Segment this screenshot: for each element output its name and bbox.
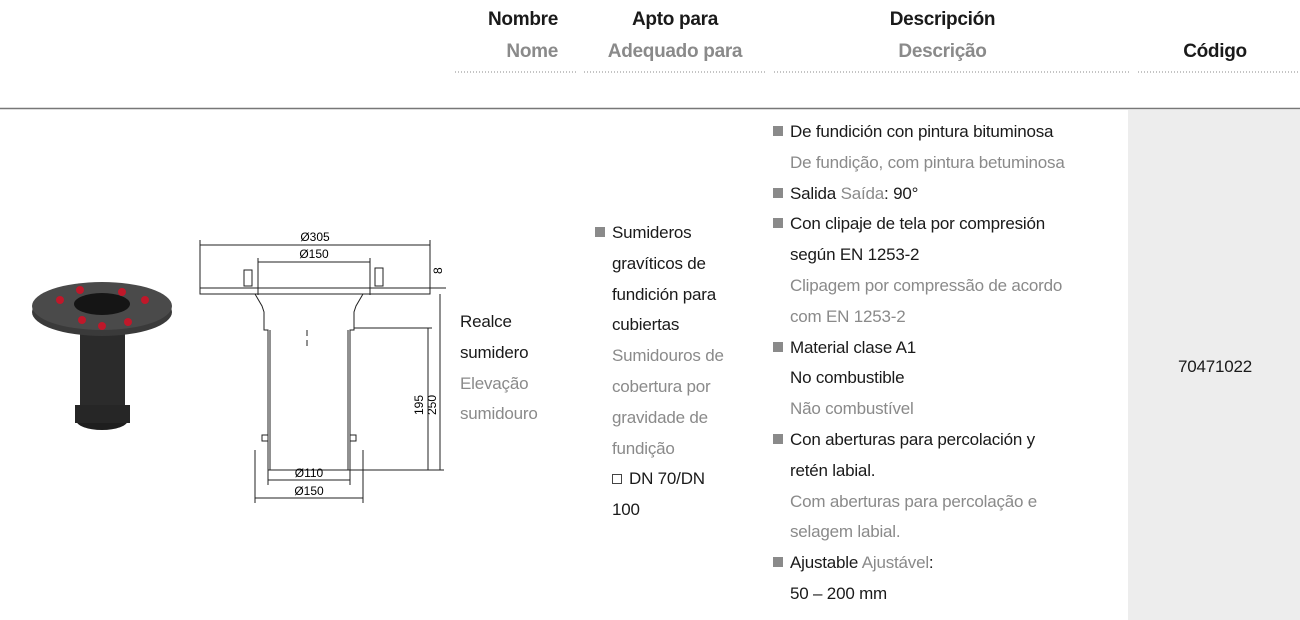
text: : — [928, 553, 934, 573]
text: Ajustável — [861, 553, 929, 573]
dimension-label: Ø150 — [299, 247, 329, 261]
text: No combustible — [790, 368, 905, 388]
text-line: Elevação — [460, 369, 538, 400]
header-pt: Adequado para — [607, 41, 743, 62]
descripcion-cell: De fundición con pintura bituminosa De fu… — [773, 117, 1065, 610]
text: Con aberturas para percolación y — [790, 429, 1035, 449]
text: De fundición con pintura bituminosa — [790, 122, 1054, 141]
text: Clipagem por compressão de acordo — [790, 275, 1063, 295]
text: 50 – 200 mm — [790, 583, 888, 603]
text: Com aberturas para percolação e — [790, 491, 1038, 511]
text-line: cobertura por — [595, 372, 724, 403]
text-line: 100 — [595, 495, 724, 526]
text: 100 — [612, 500, 640, 520]
text-line: com EN 1253-2 — [773, 302, 1065, 333]
text-line: Material clase A1 — [773, 333, 1065, 364]
text: Não combustível — [790, 399, 914, 419]
rules — [0, 71, 1300, 110]
bullet — [773, 433, 783, 444]
text-line: Con clipaje de tela por compresión — [773, 209, 1065, 240]
dimension-label: 250 — [425, 395, 439, 415]
text-line: Não combustível — [773, 394, 1065, 425]
text-line: selagem labial. — [773, 517, 1065, 548]
text: : 90° — [884, 183, 919, 203]
codigo-cell: 70471022 — [1177, 357, 1253, 376]
header-nombre: Nombre Nome — [440, 4, 558, 68]
bullet — [595, 227, 605, 237]
text-line: fundição — [595, 434, 724, 465]
text-line: Realce — [460, 307, 538, 338]
text: fundición para — [612, 284, 716, 304]
header-es: Descripción — [889, 9, 996, 30]
bullet — [773, 218, 783, 229]
text-line: según EN 1253-2 — [773, 240, 1065, 271]
text: Sumidouros de — [612, 346, 724, 366]
header-pt: Descrição — [898, 41, 987, 62]
text-line: Sumideros — [595, 218, 724, 249]
text: gravidade de — [612, 407, 708, 427]
text-line: Com aberturas para percolação e — [773, 487, 1065, 518]
text: gravíticos de — [612, 253, 706, 273]
text: De fundição, com pintura betuminosa — [790, 152, 1065, 172]
text-line: sumidouro — [460, 399, 538, 430]
header-apto: Apto para Adequado para — [580, 4, 770, 68]
text: com EN 1253-2 — [790, 306, 906, 326]
text: selagem labial. — [790, 522, 901, 542]
text: Ajustable — [790, 553, 859, 573]
text: Realce — [460, 312, 512, 331]
text-line: gravidade de — [595, 403, 724, 434]
text: Elevação — [460, 373, 529, 393]
text-line: Clipagem por compressão de acordo — [773, 271, 1065, 302]
bullet — [773, 557, 783, 568]
text: cobertura por — [612, 376, 711, 396]
text-line: cubiertas — [595, 310, 724, 341]
dimension-label: Ø110 — [295, 466, 324, 480]
bullet — [773, 341, 783, 352]
text-line: Salida Saída: 90° — [773, 179, 1065, 210]
text-line: 50 – 200 mm — [773, 579, 1065, 610]
apto-cell: Sumideros gravíticos de fundición para cubi… — [595, 218, 724, 526]
text: según EN 1253-2 — [790, 245, 920, 265]
text-line: sumidero — [460, 338, 538, 369]
bullet — [773, 126, 783, 136]
technical-drawing — [199, 240, 446, 503]
checkbox — [612, 474, 622, 485]
dimension-label: 8 — [431, 267, 445, 274]
header-pt: Nome — [506, 41, 558, 62]
text-line: retén labial. — [773, 456, 1065, 487]
text-line: Con aberturas para percolación y — [773, 425, 1065, 456]
header-es: Nombre — [488, 9, 558, 30]
text: Con clipaje de tela por compresión — [790, 214, 1045, 234]
text: Saída — [840, 183, 885, 203]
text-line: No combustible — [773, 363, 1065, 394]
text: sumidouro — [460, 404, 538, 424]
text-line: Ajustable Ajustável: — [773, 548, 1065, 579]
text: sumidero — [460, 342, 529, 362]
product-photo — [32, 282, 172, 430]
text: cubiertas — [612, 315, 680, 335]
dimension-label: 195 — [412, 395, 426, 415]
bullet — [773, 187, 783, 198]
header-es: Apto para — [632, 9, 718, 30]
text: fundição — [612, 438, 675, 458]
text: Salida — [790, 183, 837, 203]
text-line: gravíticos de — [595, 249, 724, 280]
text: Material clase A1 — [790, 337, 917, 357]
text-line: fundición para — [595, 280, 724, 311]
text: Sumideros — [612, 223, 692, 242]
text: DN 70/DN — [629, 469, 705, 489]
text-line: Sumidouros de — [595, 341, 724, 372]
header-descripcion: Descripción Descrição — [780, 4, 1105, 68]
text: retén labial. — [790, 460, 876, 480]
product-drawing: Ø305 Ø150 8 195 250 Ø110 Ø150 — [32, 230, 446, 503]
dimension-label: Ø305 — [300, 230, 330, 244]
text-line: De fundición con pintura bituminosa — [773, 117, 1065, 148]
header-codigo: Código — [1183, 41, 1247, 62]
nombre-cell: Realce sumidero Elevação sumidouro — [460, 307, 538, 430]
dimension-label: Ø150 — [294, 484, 324, 498]
text-line: De fundição, com pintura betuminosa — [773, 148, 1065, 179]
text-line: DN 70/DN — [595, 464, 724, 495]
code-column-bg — [1128, 110, 1300, 620]
